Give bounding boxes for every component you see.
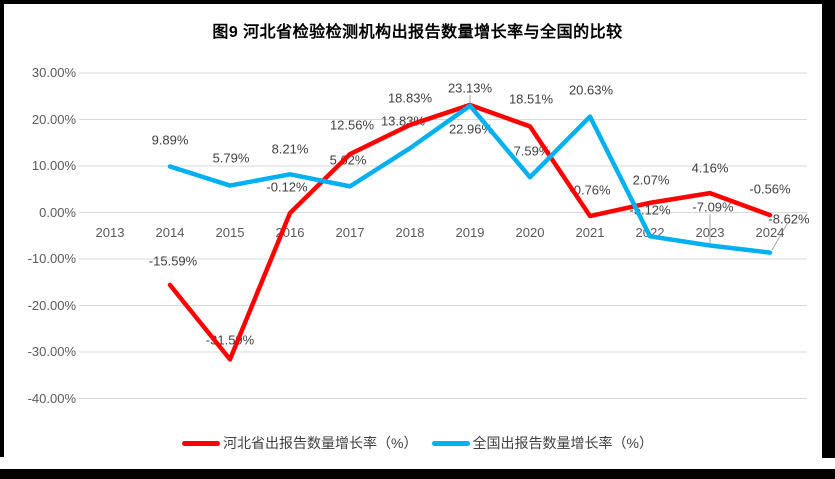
legend: 河北省出报告数量增长率（%） 全国出报告数量增长率（%） [0, 431, 835, 455]
y-axis-tick-label: -30.00% [27, 344, 76, 359]
data-label: 9.89% [151, 132, 189, 147]
x-axis-tick-label: 2019 [455, 225, 485, 240]
x-axis-tick-label: 2015 [215, 225, 245, 240]
y-axis-tick-label: 20.00% [31, 111, 76, 127]
x-axis-tick-label: 2018 [395, 225, 425, 240]
black-border-top [0, 0, 835, 4]
series-line [167, 102, 773, 362]
legend-item-hebei: 河北省出报告数量增长率（%） [182, 433, 418, 453]
black-border-right [822, 0, 835, 458]
data-label: -0.12% [266, 179, 308, 195]
data-label-leader-line [771, 223, 788, 251]
data-label: -15.59% [148, 253, 198, 269]
data-label: 8.21% [271, 141, 309, 157]
y-axis-tick-label: -40.00% [27, 390, 76, 406]
data-label: 5.79% [212, 150, 250, 166]
data-label: 7.59% [513, 143, 551, 159]
data-label: 12.56% [329, 117, 375, 133]
y-axis-tick-label: 10.00% [31, 158, 76, 173]
legend-item-national: 全国出报告数量增长率（%） [431, 433, 653, 453]
y-axis-tick-label: -20.00% [27, 297, 76, 313]
data-label: 4.16% [691, 160, 729, 176]
data-label: 18.83% [387, 90, 433, 106]
legend-label-hebei: 河北省出报告数量增长率（%） [223, 435, 418, 451]
chart-title: 图9 河北省检验检测机构出报告数量增长率与全国的比较 [212, 24, 623, 41]
y-axis-tick-label: 30.00% [31, 65, 76, 80]
legend-label-national: 全国出报告数量增长率（%） [472, 435, 653, 451]
data-label: 2.07% [632, 172, 670, 188]
y-axis-tick-label: 0.00% [39, 204, 76, 220]
black-border-left [0, 0, 4, 457]
data-label: 22.96% [448, 121, 494, 137]
black-border-bottom [0, 469, 835, 479]
hebei-series-swatch-icon [182, 440, 221, 446]
data-label: 20.63% [568, 82, 614, 98]
data-label: 23.13% [447, 80, 493, 96]
x-axis-tick-label: 2023 [695, 225, 725, 240]
data-label: -8.62% [768, 211, 810, 227]
data-label: 18.51% [508, 91, 554, 107]
data-label: -0.76% [569, 182, 611, 198]
data-label: -7.09% [692, 199, 734, 215]
x-axis-tick-label: 2024 [755, 225, 785, 240]
x-axis-tick-label: 2017 [335, 225, 365, 240]
series-line [167, 103, 773, 255]
x-axis-tick-label: 2013 [95, 225, 125, 240]
x-axis-tick-label: 2021 [575, 225, 605, 240]
y-axis-tick-label: -10.00% [27, 251, 76, 266]
x-axis-tick-label: 2020 [515, 225, 545, 240]
x-axis-tick-label: 2014 [155, 225, 185, 240]
national-series-swatch-icon [431, 440, 470, 446]
data-label: -0.56% [749, 181, 791, 197]
